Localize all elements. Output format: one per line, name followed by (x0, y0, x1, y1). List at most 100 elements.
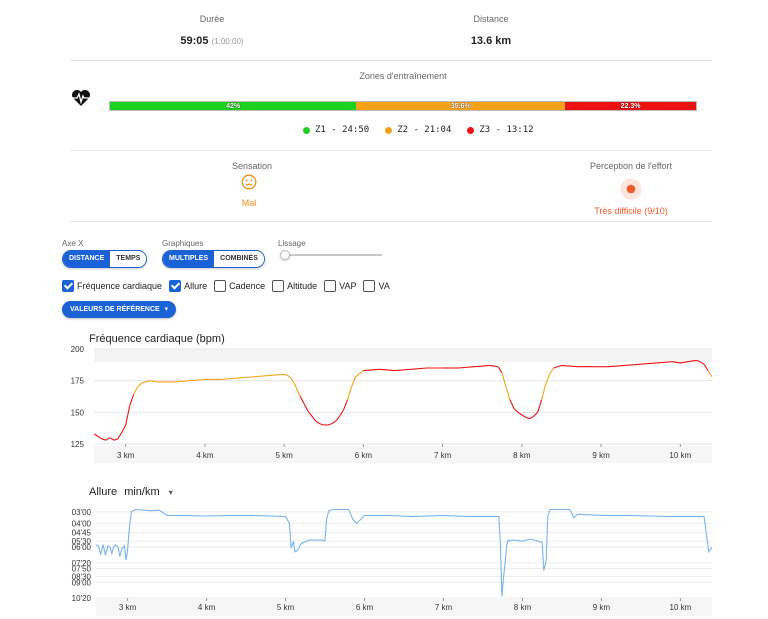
y-tick-label: 08'30 (72, 572, 92, 581)
hr-line-segment (105, 437, 111, 441)
graphs-option-multiple[interactable]: MULTIPLES (163, 251, 215, 267)
x-tick-label: 10 km (670, 603, 692, 612)
axis-toggle[interactable]: DISTANCE TEMPS (62, 250, 148, 268)
hr-line-segment (137, 382, 142, 388)
hr-line-segment (283, 373, 289, 377)
hr-line-segment (129, 394, 135, 407)
pace-unit: min/km (124, 486, 160, 498)
hr-line-segment (549, 367, 555, 375)
y-tick-label: 125 (71, 440, 85, 449)
hr-line-segment (410, 367, 427, 370)
hr-line-segment (93, 433, 99, 437)
hr-line-segment (121, 424, 127, 433)
hr-line-segment (695, 359, 701, 363)
hr-line-segment (311, 415, 317, 422)
hr-line-segment (291, 379, 297, 388)
x-tick-label: 4 km (198, 603, 216, 612)
y-tick-label: 04'45 (72, 528, 92, 537)
checkbox-label: Fréquence cardiaque (77, 281, 163, 291)
hr-line-segment (347, 386, 353, 400)
reference-values-button[interactable]: VALEURS DE RÉFÉRENCE ▾ (62, 301, 177, 318)
sad-face-icon (241, 174, 257, 190)
zone-segment: 22.3% (565, 102, 696, 110)
hr-line-segment (533, 411, 539, 417)
hr-line-segment (458, 366, 475, 369)
hr-line-segment (343, 399, 349, 411)
checkbox[interactable] (62, 280, 74, 292)
hr-line-segment (640, 362, 657, 365)
axis-option-distance[interactable]: DISTANCE (63, 251, 111, 267)
hr-line-segment (117, 432, 123, 440)
x-tick-label: 6 km (356, 603, 374, 612)
y-tick-label: 150 (71, 408, 85, 417)
graphs-label: Graphiques (162, 239, 204, 248)
series-checkbox-item[interactable]: Fréquence cardiaque (62, 280, 162, 292)
chevron-down-icon: ▾ (164, 306, 169, 313)
pace-title: Allure (89, 486, 118, 498)
hr-line-segment (109, 437, 115, 441)
x-tick-label: 4 km (196, 451, 214, 460)
checkbox[interactable] (363, 280, 376, 292)
hr-line-segment (327, 423, 332, 426)
series-checkbox-item[interactable]: VA (363, 280, 390, 292)
zone-dot-icon (385, 126, 393, 134)
hr-line-segment (379, 368, 396, 372)
duration-target: (1:00:00) (211, 37, 244, 46)
graphs-option-combined[interactable]: COMBINÉS (214, 251, 264, 267)
hr-line-segment (513, 408, 519, 413)
hr-line-segment (355, 370, 364, 378)
x-tick-label: 8 km (513, 451, 531, 460)
hr-chart-title: Fréquence cardiaque (bpm) (89, 333, 225, 345)
x-axis-band (94, 446, 712, 463)
checkbox-label: Allure (184, 281, 208, 291)
series-checkbox-item[interactable]: VAP (324, 280, 356, 292)
hr-line-segment (529, 415, 535, 420)
pace-line (95, 508, 713, 597)
axis-option-time[interactable]: TEMPS (110, 251, 147, 267)
hr-line-segment (319, 423, 324, 426)
hr-line-segment (497, 366, 503, 374)
hr-line-segment (133, 386, 139, 395)
y-tick-label: 09'00 (72, 578, 92, 587)
x-tick-label: 7 km (434, 451, 452, 460)
hr-line-segment (608, 364, 625, 368)
zones-title: Zones d'entraînement (359, 71, 447, 81)
hr-line-segment (299, 395, 305, 404)
x-tick-label: 5 km (275, 451, 293, 460)
hr-line-segment (287, 375, 293, 380)
graphs-toggle[interactable]: MULTIPLES COMBINÉS (162, 250, 265, 268)
x-tick-label: 6 km (355, 451, 373, 460)
duration-value: 59:05 (1:00:00) (150, 35, 274, 47)
hr-line-segment (339, 409, 345, 417)
series-checkbox-item[interactable]: Cadence (214, 280, 265, 292)
checkbox[interactable] (169, 280, 182, 292)
checkbox-label: Altitude (287, 281, 318, 291)
hr-line-segment (490, 364, 499, 368)
pace-chart-title[interactable]: Allure min/km ▾ (89, 486, 173, 498)
zone-segment: 35.6% (356, 102, 566, 110)
hr-line-segment (474, 364, 491, 368)
zone-segment: 42% (110, 102, 357, 110)
zone-legend-item: Z1 - 24:50 (303, 125, 369, 135)
hr-line-segment (141, 380, 150, 384)
hr-line-segment (307, 410, 313, 417)
hr-line-segment (501, 372, 507, 388)
smoothing-slider-handle[interactable] (280, 250, 290, 260)
series-checkbox-item[interactable]: Altitude (272, 280, 317, 292)
x-axis-band (96, 599, 712, 616)
series-checkbox-item[interactable]: Allure (169, 280, 207, 292)
y-tick-label: 06'00 (72, 543, 92, 552)
y-tick-label: 175 (71, 377, 85, 386)
hr-line-segment (97, 435, 103, 440)
y-tick-label: 07'50 (72, 565, 92, 574)
smoothing-slider-track[interactable] (281, 254, 382, 256)
checkbox[interactable] (324, 280, 337, 292)
duration-main: 59:05 (180, 35, 209, 47)
checkbox[interactable] (214, 280, 227, 292)
plot-band (94, 349, 712, 362)
hr-line-segment (315, 420, 321, 425)
checkbox[interactable] (272, 280, 285, 292)
series-checkboxes: Fréquence cardiaque Allure Cadence Altitude… (62, 280, 397, 292)
zone-legend-item: Z3 - 13:12 (467, 125, 534, 135)
hr-line-segment (303, 403, 309, 412)
